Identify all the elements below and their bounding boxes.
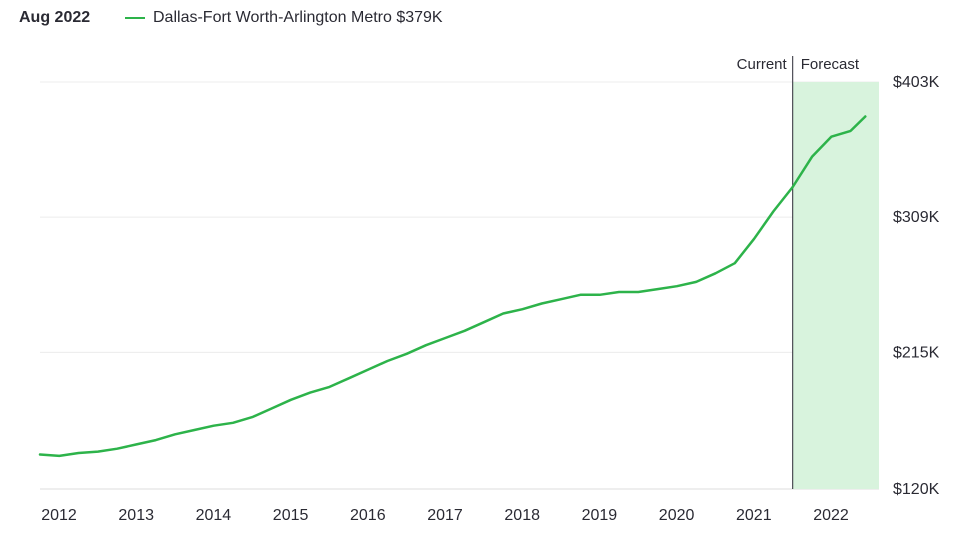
x-tick-label: 2019 bbox=[582, 507, 618, 524]
y-tick-label: $403K bbox=[893, 74, 940, 91]
series-line-dfw-metro[interactable] bbox=[38, 115, 867, 458]
x-tick-label: 2013 bbox=[118, 507, 154, 524]
x-tick-label: 2020 bbox=[659, 507, 695, 524]
legend-series-label: Dallas-Fort Worth-Arlington Metro $379K bbox=[153, 9, 443, 26]
y-tick-label: $215K bbox=[893, 344, 940, 361]
legend-line-swatch bbox=[125, 17, 145, 19]
forecast-label: Forecast bbox=[801, 56, 860, 73]
x-tick-label: 2016 bbox=[350, 507, 386, 524]
x-axis-ticks: 2012 2013 2014 2015 2016 2017 2018 2019 2020 2021… bbox=[41, 507, 849, 524]
x-tick-label: 2021 bbox=[736, 507, 772, 524]
legend-series[interactable]: Dallas-Fort Worth-Arlington Metro $379K bbox=[125, 9, 443, 27]
legend-date: Aug 2022 bbox=[19, 9, 91, 26]
forecast-band bbox=[792, 82, 879, 489]
y-tick-label: $120K bbox=[893, 481, 940, 498]
x-tick-label: 2015 bbox=[273, 507, 309, 524]
x-tick-label: 2022 bbox=[813, 507, 849, 524]
x-tick-label: 2018 bbox=[504, 507, 540, 524]
x-tick-label: 2017 bbox=[427, 507, 463, 524]
current-label: Current bbox=[737, 56, 788, 73]
y-axis-ticks: $120K $215K $309K $403K bbox=[893, 74, 940, 498]
grid-lines bbox=[40, 81, 879, 490]
x-tick-label: 2014 bbox=[196, 507, 232, 524]
y-tick-label: $309K bbox=[893, 209, 940, 226]
x-tick-label: 2012 bbox=[41, 507, 77, 524]
